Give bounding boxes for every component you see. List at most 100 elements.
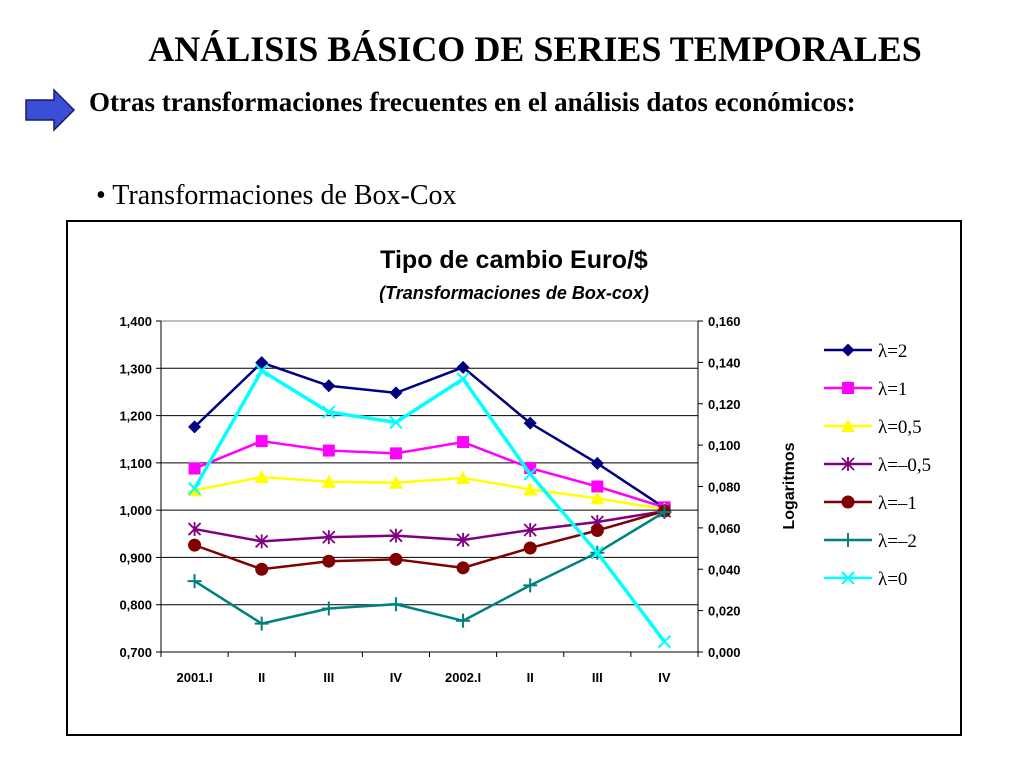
legend-swatch-marker [842, 382, 854, 394]
series-5 [187, 505, 672, 631]
data-point [322, 530, 336, 545]
slide-subtitle: Otras transformaciones frecuentes en el … [89, 87, 856, 117]
legend-label: λ=–0,5 [878, 455, 931, 476]
legend-label: λ=–2 [878, 531, 917, 552]
data-point [187, 574, 202, 589]
left-tick-label: 1,000 [119, 503, 152, 518]
data-point [255, 534, 269, 549]
data-point [389, 415, 403, 430]
legend-item: λ=1 [824, 379, 907, 400]
data-point [657, 634, 672, 649]
data-point [321, 474, 336, 488]
data-point [187, 481, 202, 496]
legend-label: λ=2 [878, 341, 907, 362]
data-point [590, 545, 605, 560]
data-point [657, 505, 672, 520]
data-point [254, 616, 269, 631]
data-point [388, 597, 403, 612]
series-line [194, 509, 665, 543]
x-tick-label: 2002.I [445, 670, 481, 685]
series-lines [187, 356, 672, 649]
data-point [255, 435, 268, 448]
series-3 [187, 504, 672, 549]
data-point [456, 372, 470, 386]
series-2 [187, 470, 672, 516]
series-line [193, 368, 666, 643]
data-point [523, 541, 537, 555]
legend-swatch-marker [841, 533, 855, 547]
legend-item: λ=2 [824, 341, 907, 362]
data-point [187, 522, 202, 537]
data-point [188, 462, 201, 475]
legend-swatch-marker [841, 495, 855, 509]
data-point [188, 420, 202, 434]
legend-item: λ=0,5 [824, 417, 922, 438]
right-axis-label: Logaritmos [781, 442, 798, 529]
x-tick-label: III [323, 670, 334, 685]
left-tick-label: 1,100 [119, 456, 152, 471]
legend-swatch-marker [841, 343, 855, 357]
chart-subtitle: (Transformaciones de Box-cox) [379, 283, 649, 303]
data-point [188, 538, 202, 552]
data-point [523, 416, 537, 430]
data-point [254, 470, 269, 484]
right-tick-label: 0,120 [708, 397, 741, 412]
series-line [194, 475, 665, 511]
left-tick-label: 1,400 [119, 314, 152, 329]
legend-item: λ=–2 [824, 531, 917, 552]
legend: λ=2 λ=1 λ=0,5 λ=–0,5 λ=–1 λ=–2 λ=0 [824, 341, 931, 590]
data-point [523, 467, 537, 481]
series-6 [187, 363, 672, 649]
data-point [590, 523, 604, 537]
data-point [456, 532, 470, 547]
bullet-item: • Transformaciones de Box-Cox [96, 180, 457, 211]
chart-frame: Tipo de cambio Euro/$ (Transformaciones … [66, 220, 962, 736]
legend-item: λ=–1 [824, 493, 917, 514]
series-line [194, 509, 665, 571]
series-line [194, 439, 665, 509]
series-line [193, 510, 666, 625]
left-tick-label: 0,800 [119, 598, 152, 613]
legend-item: λ=–0,5 [824, 455, 931, 476]
data-point [389, 447, 402, 460]
data-point [388, 475, 403, 489]
left-tick-label: 1,300 [119, 361, 152, 376]
box-cox-chart: Tipo de cambio Euro/$ (Transformaciones … [119, 246, 931, 685]
data-point [255, 562, 269, 576]
data-point [590, 456, 604, 470]
data-point [457, 436, 470, 449]
chart-title: Tipo de cambio Euro/$ [380, 246, 648, 274]
data-point [523, 482, 538, 496]
right-arrow-icon [24, 88, 76, 137]
x-tick-label: II [258, 670, 265, 685]
right-tick-label: 0,080 [708, 480, 741, 495]
data-point [255, 356, 269, 370]
data-point [456, 470, 471, 484]
data-point [322, 379, 336, 393]
data-point [590, 491, 605, 505]
left-tick-label: 0,700 [119, 645, 152, 660]
slide-title: ANÁLISIS BÁSICO DE SERIES TEMPORALES [148, 29, 922, 69]
x-tick-label: IV [390, 670, 403, 685]
series-1 [188, 435, 671, 514]
right-tick-label: 0,000 [708, 645, 741, 660]
legend-swatch-marker [841, 419, 855, 432]
series-4 [188, 504, 671, 576]
data-point [322, 444, 335, 457]
data-point [591, 480, 604, 493]
x-tick-label: II [527, 670, 534, 685]
legend-label: λ=1 [878, 379, 907, 400]
data-point [523, 523, 537, 538]
data-point [456, 561, 470, 575]
data-point [523, 578, 538, 593]
data-point [389, 386, 403, 400]
legend-swatch-marker [841, 457, 855, 471]
legend-item: λ=0 [824, 569, 907, 590]
x-tick-label: 2001.I [176, 670, 212, 685]
axes: 0,700 0,800 0,900 1,000 1,100 1,200 1,300 1,400… [119, 314, 740, 685]
legend-label: λ=0 [878, 569, 907, 590]
x-tick-label: IV [658, 670, 671, 685]
left-tick-label: 0,900 [119, 550, 152, 565]
data-point [456, 613, 471, 628]
legend-swatch-marker [841, 571, 855, 585]
